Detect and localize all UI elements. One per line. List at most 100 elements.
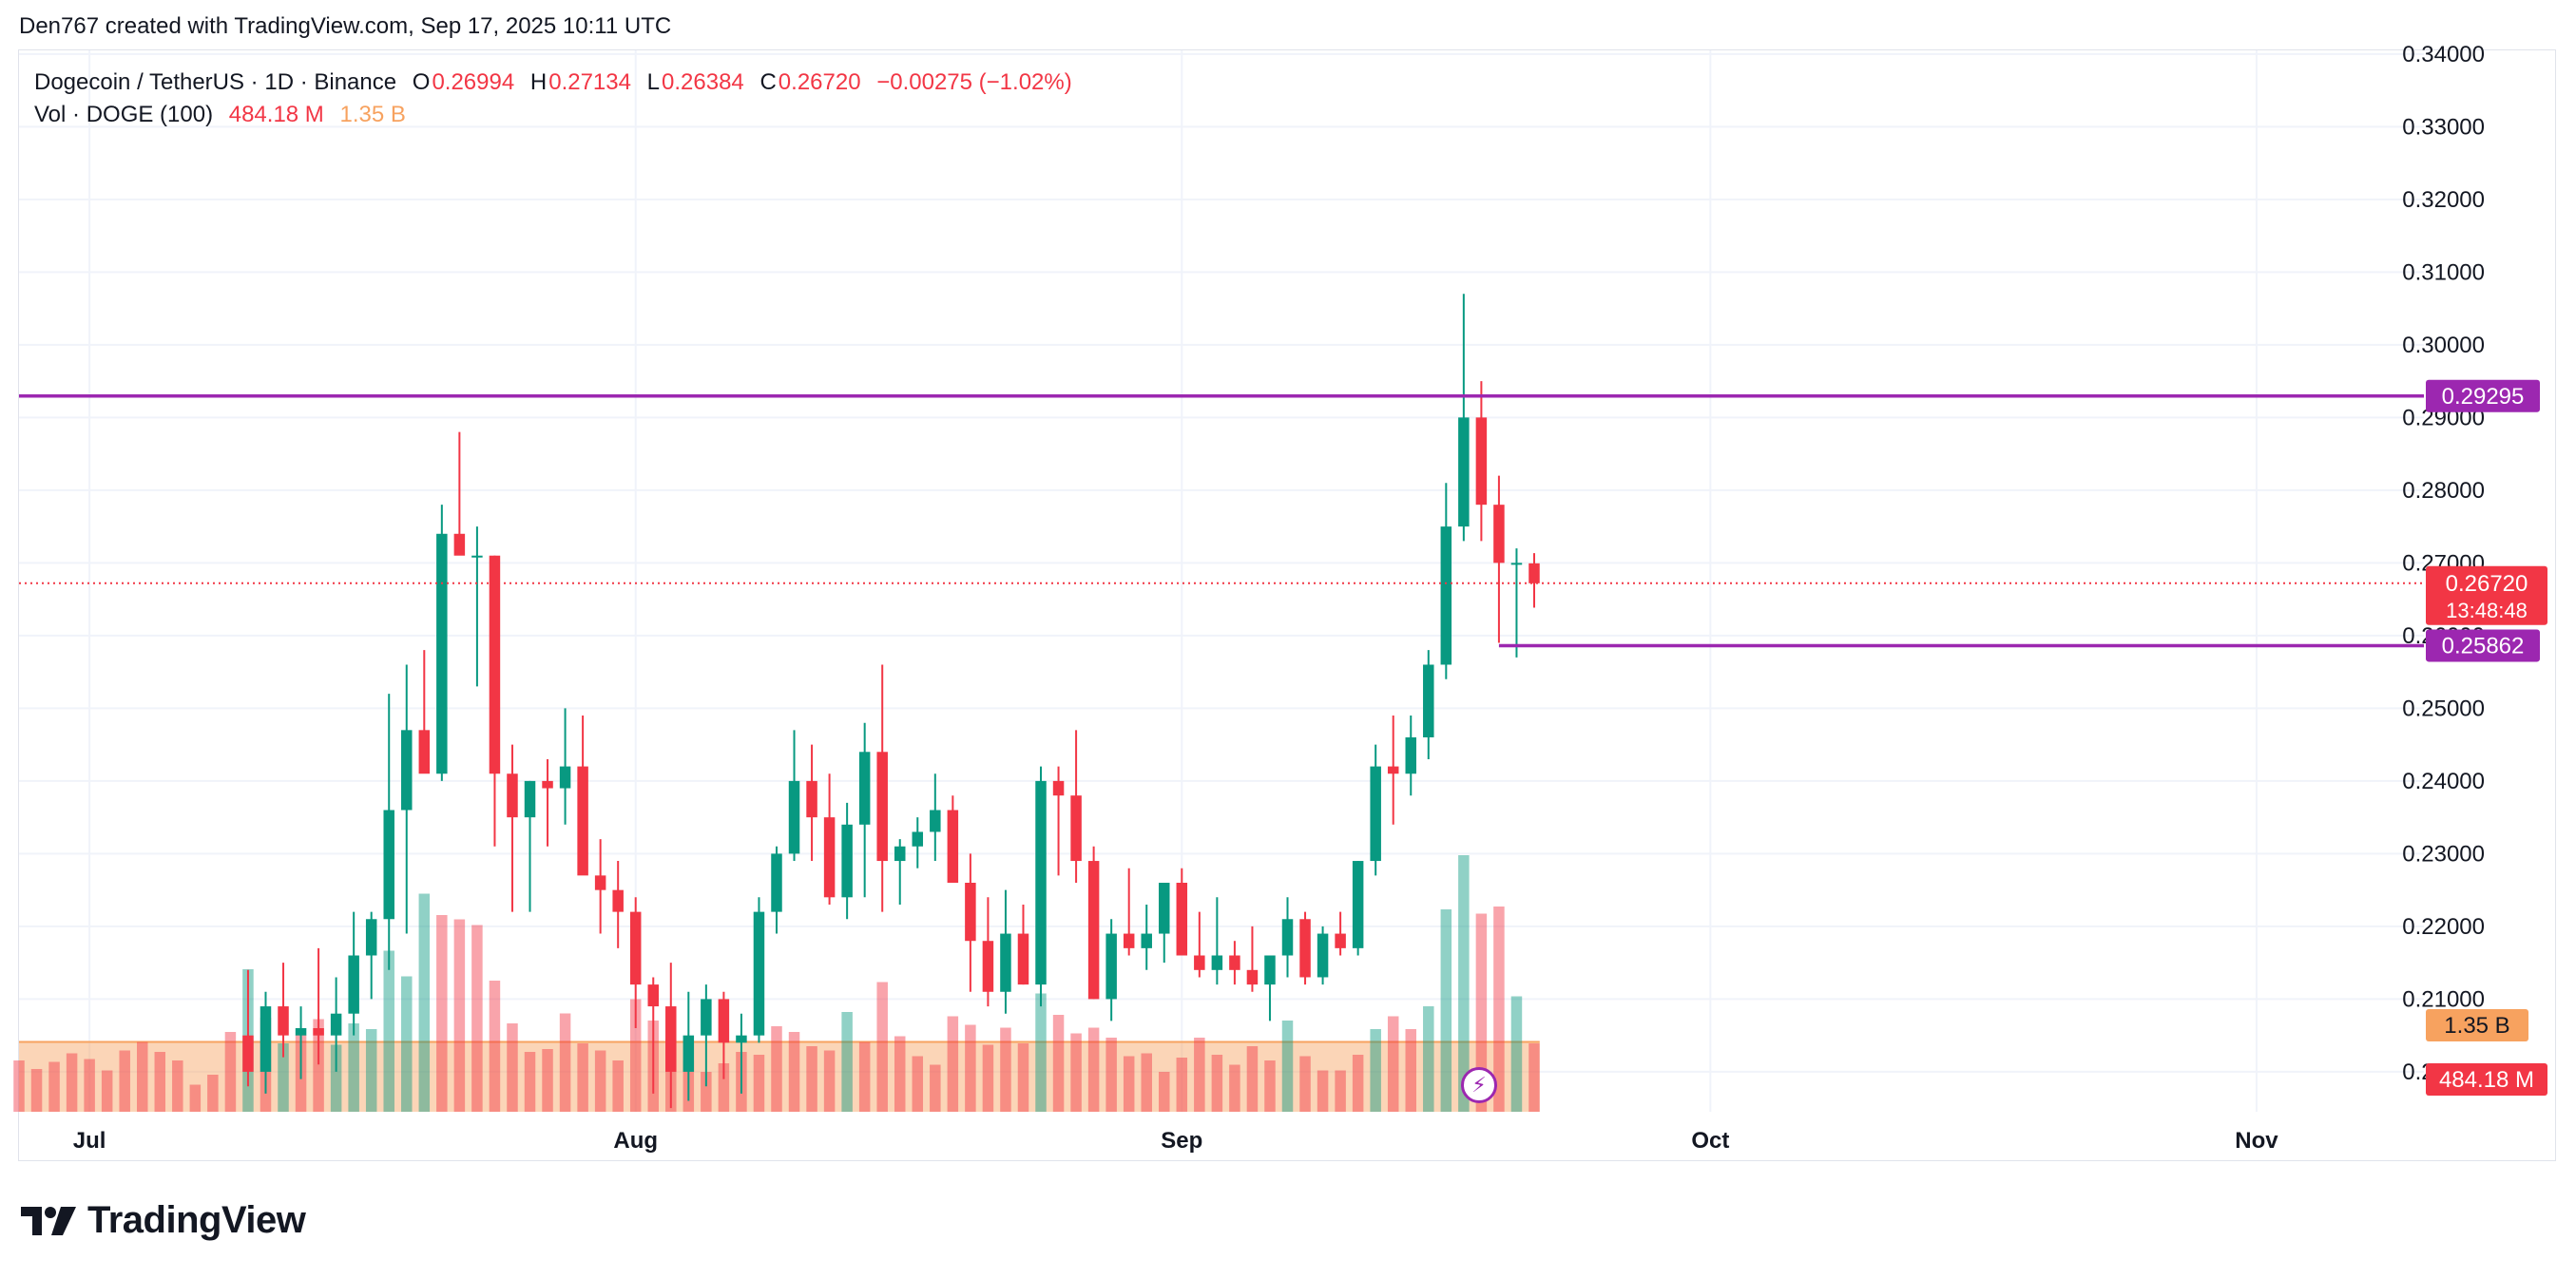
candle-body xyxy=(982,941,994,992)
chart-frame xyxy=(18,49,2556,1161)
volume-bar xyxy=(701,1072,712,1112)
candle[interactable] xyxy=(1335,911,1346,956)
candle[interactable] xyxy=(418,650,431,774)
candle-body xyxy=(1299,919,1311,978)
candle[interactable] xyxy=(1035,766,1047,1007)
candle[interactable] xyxy=(718,991,730,1079)
candle[interactable] xyxy=(1159,883,1170,964)
candle[interactable] xyxy=(1246,926,1259,992)
candle[interactable] xyxy=(788,730,800,862)
volume-bar xyxy=(436,915,448,1112)
candle[interactable] xyxy=(1141,904,1152,970)
candle[interactable] xyxy=(1000,889,1011,1014)
volume-bar xyxy=(66,1053,78,1112)
candle[interactable] xyxy=(295,1006,307,1079)
candle[interactable] xyxy=(1423,650,1434,759)
candle-body xyxy=(1229,955,1240,970)
candle[interactable] xyxy=(1493,475,1505,643)
candle-body xyxy=(1387,766,1399,774)
candle[interactable] xyxy=(806,744,817,862)
candle[interactable] xyxy=(1176,868,1188,956)
candle-body xyxy=(260,1006,272,1072)
candle[interactable] xyxy=(682,991,695,1101)
candle[interactable] xyxy=(436,505,448,781)
candle[interactable] xyxy=(1528,553,1540,608)
candle[interactable] xyxy=(965,853,976,992)
candle-layer xyxy=(242,294,1540,1109)
candle[interactable] xyxy=(612,861,624,948)
candle[interactable] xyxy=(542,758,553,847)
candle[interactable] xyxy=(1105,919,1117,1021)
candle[interactable] xyxy=(365,911,377,1000)
candle[interactable] xyxy=(771,846,782,934)
candle[interactable] xyxy=(912,817,924,869)
candle[interactable] xyxy=(1299,911,1311,985)
candle[interactable] xyxy=(930,773,941,862)
candle[interactable] xyxy=(736,1013,747,1094)
volume-bar xyxy=(594,1050,606,1112)
candle[interactable] xyxy=(665,963,677,1109)
candle-body xyxy=(1194,955,1205,970)
candle[interactable] xyxy=(1264,955,1276,1021)
candle[interactable] xyxy=(858,722,871,898)
candle[interactable] xyxy=(841,802,853,920)
candle[interactable] xyxy=(1087,846,1100,1000)
volume-bar xyxy=(1440,909,1452,1112)
candle[interactable] xyxy=(242,969,254,1087)
candle[interactable] xyxy=(313,947,324,1065)
candle[interactable] xyxy=(1070,730,1082,884)
candle[interactable] xyxy=(876,664,888,912)
candle[interactable] xyxy=(1229,941,1240,985)
low-value: 0.26384 xyxy=(662,69,744,95)
candle[interactable] xyxy=(1211,897,1223,985)
candle[interactable] xyxy=(260,991,272,1094)
candle-body xyxy=(736,1035,747,1043)
time-tick-label: Aug xyxy=(613,1128,658,1154)
symbol-title[interactable]: Dogecoin / TetherUS · 1D · Binance xyxy=(34,69,397,95)
candle[interactable] xyxy=(524,780,536,912)
candle-body xyxy=(647,984,659,1007)
volume-bar xyxy=(629,999,642,1112)
candle[interactable] xyxy=(647,977,659,1094)
candle[interactable] xyxy=(278,963,289,1058)
candle[interactable] xyxy=(383,694,394,970)
candle[interactable] xyxy=(1458,294,1470,542)
volume-bar xyxy=(189,1084,202,1112)
candle[interactable] xyxy=(982,897,994,1007)
time-tick-label: Nov xyxy=(2235,1128,2278,1154)
candle[interactable] xyxy=(1387,716,1399,825)
candle[interactable] xyxy=(629,897,642,1029)
candle[interactable] xyxy=(823,773,836,905)
candle[interactable] xyxy=(401,664,413,934)
candle[interactable] xyxy=(330,977,342,1072)
volume-bar xyxy=(48,1061,60,1112)
candle[interactable] xyxy=(559,708,571,825)
candle[interactable] xyxy=(947,795,959,884)
candle[interactable] xyxy=(1281,897,1294,978)
candle[interactable] xyxy=(594,839,606,934)
candle[interactable] xyxy=(1017,904,1029,985)
candle[interactable] xyxy=(471,526,483,687)
candle[interactable] xyxy=(1194,911,1205,978)
volume-title[interactable]: Vol · DOGE (100) xyxy=(34,102,214,127)
candle[interactable] xyxy=(453,431,466,556)
candle[interactable] xyxy=(1352,861,1364,956)
candle[interactable] xyxy=(1405,716,1416,796)
candle[interactable] xyxy=(1317,926,1329,985)
candle[interactable] xyxy=(894,839,906,905)
candle[interactable] xyxy=(1123,868,1135,956)
lightning-icon[interactable]: ⚡ xyxy=(1461,1067,1497,1103)
candle[interactable] xyxy=(1475,381,1488,542)
candle[interactable] xyxy=(753,897,765,1043)
candle[interactable] xyxy=(1370,744,1381,876)
candle-body xyxy=(453,533,466,556)
candle[interactable] xyxy=(701,984,712,1087)
candle[interactable] xyxy=(1510,548,1523,658)
candle[interactable] xyxy=(348,911,359,1036)
candle[interactable] xyxy=(577,716,588,876)
candle[interactable] xyxy=(1440,483,1452,679)
candle[interactable] xyxy=(489,555,501,847)
candle[interactable] xyxy=(507,744,518,912)
candle[interactable] xyxy=(1052,766,1065,876)
